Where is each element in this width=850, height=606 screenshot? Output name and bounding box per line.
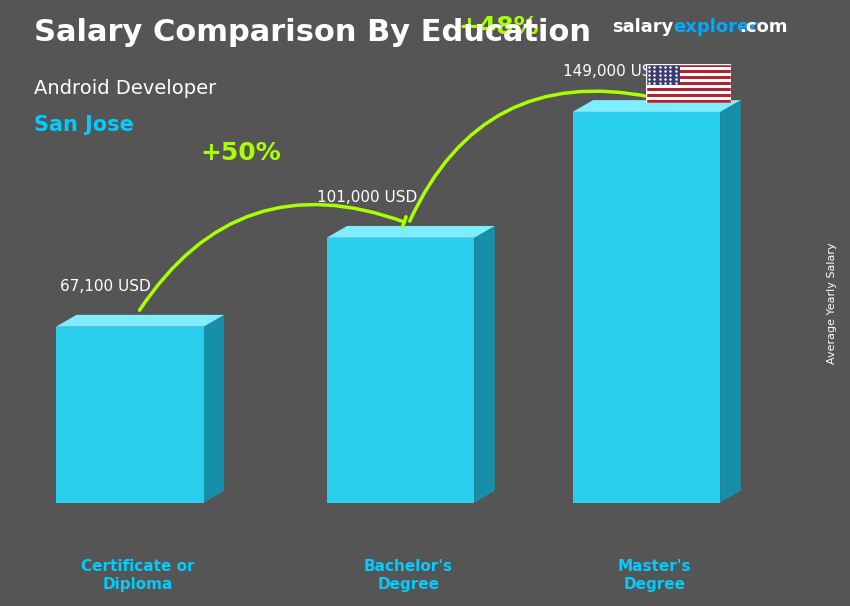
Bar [646,97,731,100]
Bar [646,70,731,73]
Text: 67,100 USD: 67,100 USD [60,279,150,294]
Text: San Jose: San Jose [34,115,133,135]
Bar [646,85,731,88]
Bar [646,100,731,103]
Text: +50%: +50% [200,141,280,165]
Text: Master's
Degree: Master's Degree [618,559,691,591]
Bar [646,88,731,91]
Text: Salary Comparison By Education: Salary Comparison By Education [34,18,591,47]
Polygon shape [573,112,720,502]
Text: Bachelor's
Degree: Bachelor's Degree [364,559,453,591]
Text: .com: .com [740,18,788,36]
Bar [646,91,731,94]
Bar [646,64,680,85]
Text: explorer: explorer [673,18,758,36]
Polygon shape [573,100,740,112]
Text: Android Developer: Android Developer [34,79,216,98]
Bar [646,94,731,97]
Bar [646,76,731,79]
Text: Average Yearly Salary: Average Yearly Salary [827,242,837,364]
Polygon shape [326,226,495,238]
Text: salary: salary [612,18,673,36]
Polygon shape [204,315,224,502]
Text: Certificate or
Diploma: Certificate or Diploma [82,559,195,591]
Bar [646,82,731,85]
Polygon shape [56,315,224,327]
Bar [646,73,731,76]
Bar [646,67,731,70]
Polygon shape [474,226,495,502]
Text: 101,000 USD: 101,000 USD [318,190,417,205]
Text: +48%: +48% [458,15,539,39]
Bar [646,64,731,67]
Polygon shape [720,100,740,502]
Bar [646,79,731,82]
Text: 149,000 USD: 149,000 USD [564,64,664,79]
Polygon shape [56,327,204,502]
Polygon shape [326,238,474,502]
